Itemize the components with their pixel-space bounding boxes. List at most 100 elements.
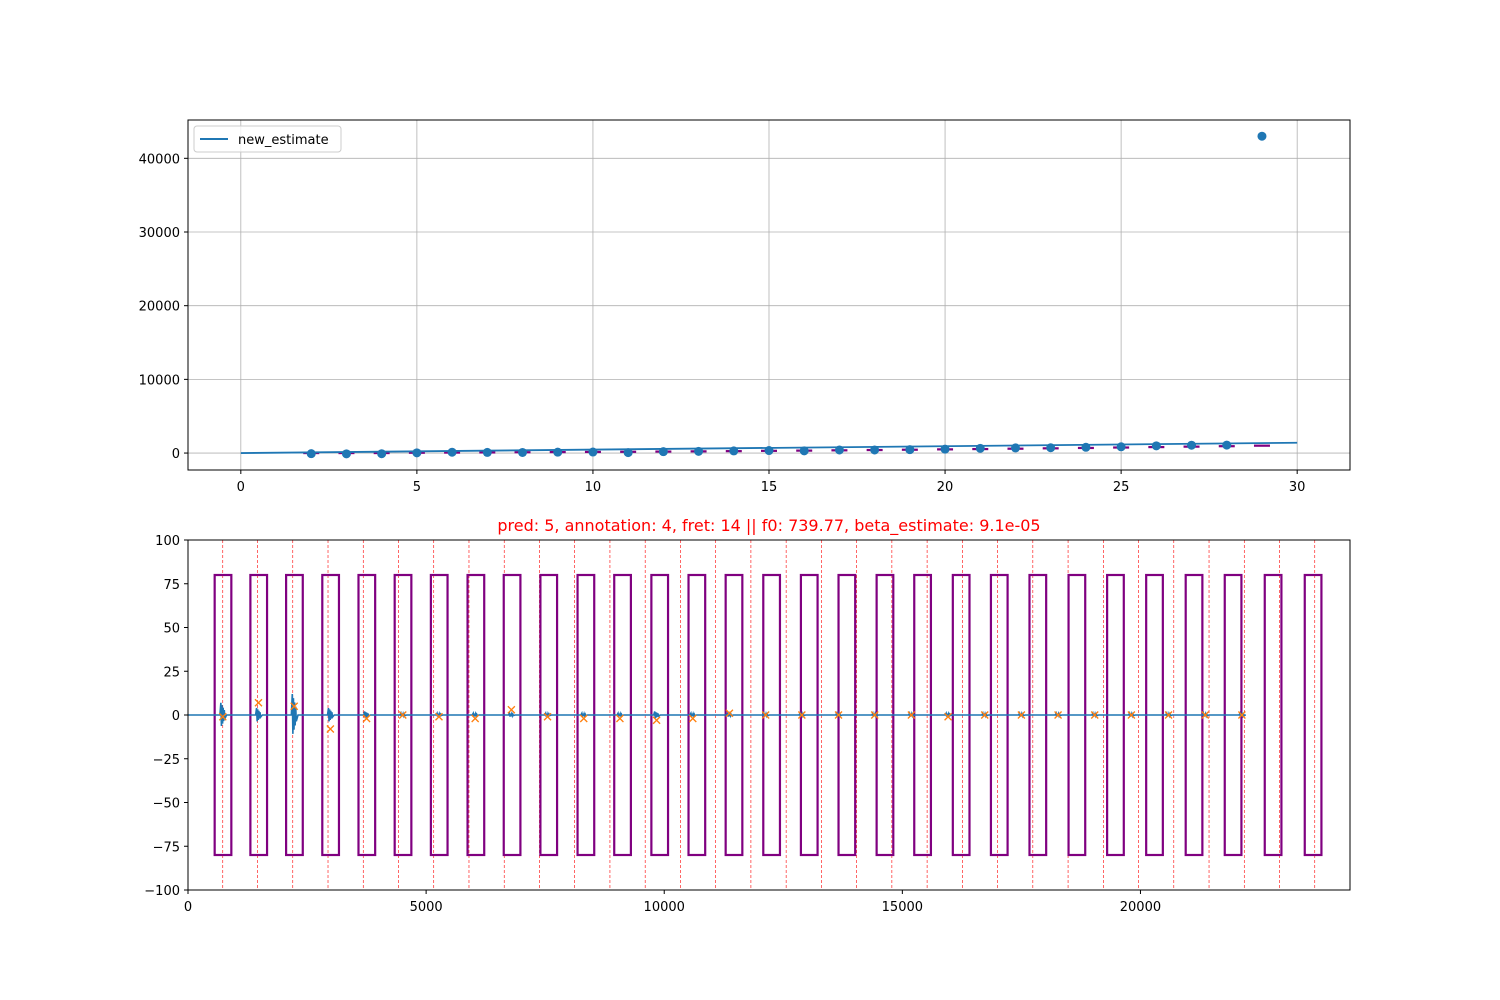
bottom-x-tick-label: 20000 [1120, 900, 1161, 915]
bottom-y-tick-label: 50 [163, 622, 180, 637]
bottom-x-marker [1017, 711, 1026, 719]
top-data-point [623, 448, 633, 458]
top-data-point [377, 449, 387, 459]
top-data-point [870, 445, 880, 455]
bottom-x-marker [1237, 711, 1246, 719]
bottom-x-tick-label: 5000 [410, 900, 443, 915]
bottom-x-marker [290, 702, 299, 711]
bottom-y-tick-label: 75 [163, 578, 180, 593]
bottom-x-marker [944, 712, 953, 721]
bottom-y-tick-label: 0 [172, 709, 180, 724]
top-y-tick-label: 20000 [139, 300, 180, 315]
top-data-point [1187, 440, 1197, 450]
bottom-y-tick-label: −75 [153, 840, 180, 855]
bottom-y-tick-label: −50 [153, 797, 180, 812]
bottom-y-tick-label: −100 [144, 884, 180, 899]
top-x-tick-label: 10 [585, 480, 602, 495]
bottom-signal [188, 693, 1246, 734]
top-data-point [940, 444, 950, 454]
bottom-x-marker [834, 711, 843, 719]
top-data-point [518, 447, 528, 457]
top-x-tick-label: 15 [761, 480, 778, 495]
top-band [1253, 444, 1270, 447]
bottom-x-marker [688, 714, 697, 723]
top-data-point [975, 443, 985, 453]
bottom-chart-title: pred: 5, annotation: 4, fret: 14 || f0: … [497, 516, 1040, 536]
bottom-x-marker [507, 705, 516, 714]
bottom-x-marker [1054, 711, 1063, 719]
bottom-x-marker [471, 714, 480, 723]
bottom-x-tick-label: 0 [184, 900, 192, 915]
bottom-signal-line [188, 693, 1246, 734]
bottom-x-marker [761, 711, 770, 719]
bottom-y-tick-label: −25 [153, 753, 180, 768]
top-data-point [341, 449, 351, 459]
legend: new_estimate [193, 125, 342, 153]
bottom-y-ticks: −100 −75 −50 −25 0 25 50 75 100 [144, 534, 188, 899]
bottom-axes: pred: 5, annotation: 4, fret: 14 || f0: … [144, 516, 1351, 915]
top-data-point [553, 447, 563, 457]
bottom-y-tick-label: 100 [155, 534, 180, 549]
bottom-x-marker [870, 711, 879, 719]
bottom-x-marker [652, 716, 661, 725]
top-data-point [834, 445, 844, 455]
bottom-x-marker [907, 711, 916, 719]
bottom-x-marker [1127, 711, 1136, 719]
bottom-x-marker [980, 711, 989, 719]
top-y-tick-label: 10000 [139, 373, 180, 388]
top-data-point [588, 447, 598, 457]
bottom-x-marker [1164, 711, 1173, 719]
legend-frame [193, 125, 342, 153]
bottom-box [1303, 573, 1323, 857]
top-data-point [694, 446, 704, 456]
bottom-x-tick-label: 10000 [644, 900, 685, 915]
top-data-point [729, 446, 739, 456]
top-axes: 0 5 10 15 20 25 30 0 10000 20000 30000 40000 new_e… [139, 119, 1351, 495]
top-data-point [905, 445, 915, 455]
bottom-x-marker [579, 714, 588, 723]
top-data-point [658, 447, 668, 457]
top-data-point [799, 446, 809, 456]
top-y-ticks: 0 10000 20000 30000 40000 [139, 152, 188, 462]
bottom-box [1263, 573, 1283, 857]
bottom-x-marker [326, 725, 335, 733]
top-y-tick-label: 40000 [139, 152, 180, 167]
bottom-x-marker [543, 712, 552, 721]
top-data-point [1081, 442, 1091, 452]
top-y-tick-label: 0 [172, 447, 180, 462]
top-x-ticks: 0 5 10 15 20 25 30 [237, 470, 1306, 495]
top-x-tick-label: 25 [1113, 480, 1130, 495]
bottom-markers [218, 698, 1246, 733]
top-data-point [1010, 443, 1020, 453]
top-x-tick-label: 20 [937, 480, 954, 495]
top-data-point [412, 448, 422, 458]
top-data-point [764, 446, 774, 456]
top-data-point [1116, 442, 1126, 452]
bottom-x-marker [797, 711, 806, 719]
top-grid [188, 120, 1350, 470]
bottom-x-marker [398, 711, 407, 719]
top-x-tick-label: 0 [237, 480, 245, 495]
top-x-tick-label: 5 [413, 480, 421, 495]
bottom-x-marker [1090, 711, 1099, 719]
bottom-x-marker [1201, 711, 1210, 719]
top-data-point [306, 449, 316, 459]
top-y-tick-label: 30000 [139, 226, 180, 241]
top-data-point [1222, 440, 1232, 450]
top-data-point [1257, 131, 1267, 141]
bottom-x-tick-label: 15000 [882, 900, 923, 915]
bottom-x-marker [254, 698, 263, 707]
top-x-tick-label: 30 [1289, 480, 1306, 495]
bottom-y-tick-label: 25 [163, 665, 180, 680]
bottom-x-marker [725, 709, 734, 718]
top-data-point [1046, 443, 1056, 453]
top-data-point [1151, 441, 1161, 451]
bottom-x-ticks: 0 5000 10000 15000 20000 [184, 890, 1161, 915]
legend-entry-label: new_estimate [238, 133, 329, 148]
top-data-point [447, 447, 457, 457]
top-points [306, 131, 1267, 459]
top-data-point [482, 447, 492, 457]
bottom-x-marker [218, 712, 227, 721]
bottom-x-marker [615, 714, 624, 723]
